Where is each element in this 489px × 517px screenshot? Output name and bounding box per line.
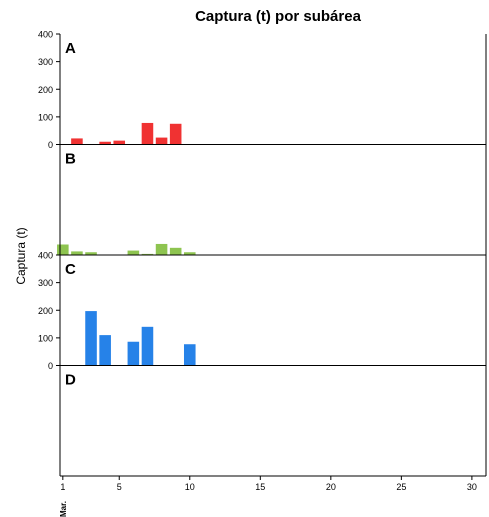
x-tick-label-15: 15 — [255, 482, 265, 492]
x-tick-label-30: 30 — [467, 482, 477, 492]
x-tick-label-1: 1 — [60, 482, 65, 492]
bar-c-day-10 — [183, 344, 196, 366]
bar-c-day-7 — [141, 326, 154, 366]
y-tick-label-c-300: 300 — [38, 278, 53, 288]
bar-a-day-2 — [71, 138, 83, 145]
y-tick-label-c-0: 0 — [48, 361, 53, 371]
x-tick-label-5: 5 — [117, 482, 122, 492]
y-tick-label-a-300: 300 — [38, 57, 53, 67]
y-tick-label-c-200: 200 — [38, 306, 53, 316]
y-tick-label-a-200: 200 — [38, 85, 53, 95]
x-tick-label-20: 20 — [326, 482, 336, 492]
bar-b-day-2 — [71, 251, 83, 255]
y-tick-label-c-100: 100 — [38, 333, 53, 343]
panel-label-d: D — [65, 372, 76, 389]
bar-a-day-8 — [155, 137, 168, 145]
x-tick-label-25: 25 — [396, 482, 406, 492]
y-tick-label-a-0: 0 — [48, 140, 53, 150]
y-tick-label-c-400: 400 — [38, 251, 53, 261]
panel-label-b: B — [65, 151, 76, 168]
bar-b-day-1 — [57, 244, 69, 255]
bar-b-day-9 — [169, 247, 182, 255]
x-tick-label-10: 10 — [185, 482, 195, 492]
bar-b-day-10 — [183, 252, 196, 255]
bar-b-day-6 — [127, 250, 140, 255]
bar-b-day-8 — [155, 243, 168, 255]
bar-a-day-7 — [141, 122, 154, 145]
y-axis-label: Captura (t) — [14, 227, 28, 284]
chart-title: Captura (t) por subárea — [195, 8, 362, 25]
panel-label-c: C — [65, 261, 76, 278]
bar-b-day-3 — [85, 252, 97, 255]
bar-c-day-4 — [99, 335, 111, 366]
bar-a-day-4 — [99, 141, 111, 145]
bar-c-day-3 — [85, 311, 97, 366]
y-tick-label-a-100: 100 — [38, 112, 53, 122]
bar-a-day-9 — [169, 123, 182, 145]
bar-b-day-7 — [141, 253, 154, 255]
bar-c-day-6 — [127, 341, 140, 366]
y-tick-label-a-400: 400 — [38, 30, 53, 40]
panel-label-a: A — [65, 40, 76, 57]
x-month-label: Mar. — [59, 501, 68, 517]
bar-a-day-5 — [113, 140, 126, 145]
